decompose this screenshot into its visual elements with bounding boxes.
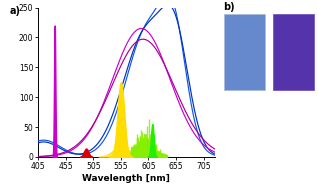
Text: a): a) — [10, 6, 21, 16]
X-axis label: Wavelength [nm]: Wavelength [nm] — [82, 174, 170, 183]
Bar — [273, 14, 314, 90]
Text: b): b) — [224, 2, 235, 12]
Bar — [225, 14, 265, 90]
